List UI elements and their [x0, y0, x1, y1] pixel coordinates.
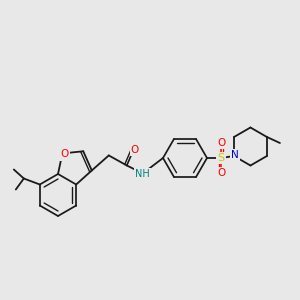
Text: O: O [218, 168, 226, 178]
Text: O: O [218, 138, 226, 148]
Text: O: O [60, 149, 68, 160]
Text: S: S [218, 153, 225, 163]
Text: NH: NH [135, 169, 150, 179]
Text: O: O [131, 146, 139, 155]
Text: N: N [231, 150, 239, 160]
